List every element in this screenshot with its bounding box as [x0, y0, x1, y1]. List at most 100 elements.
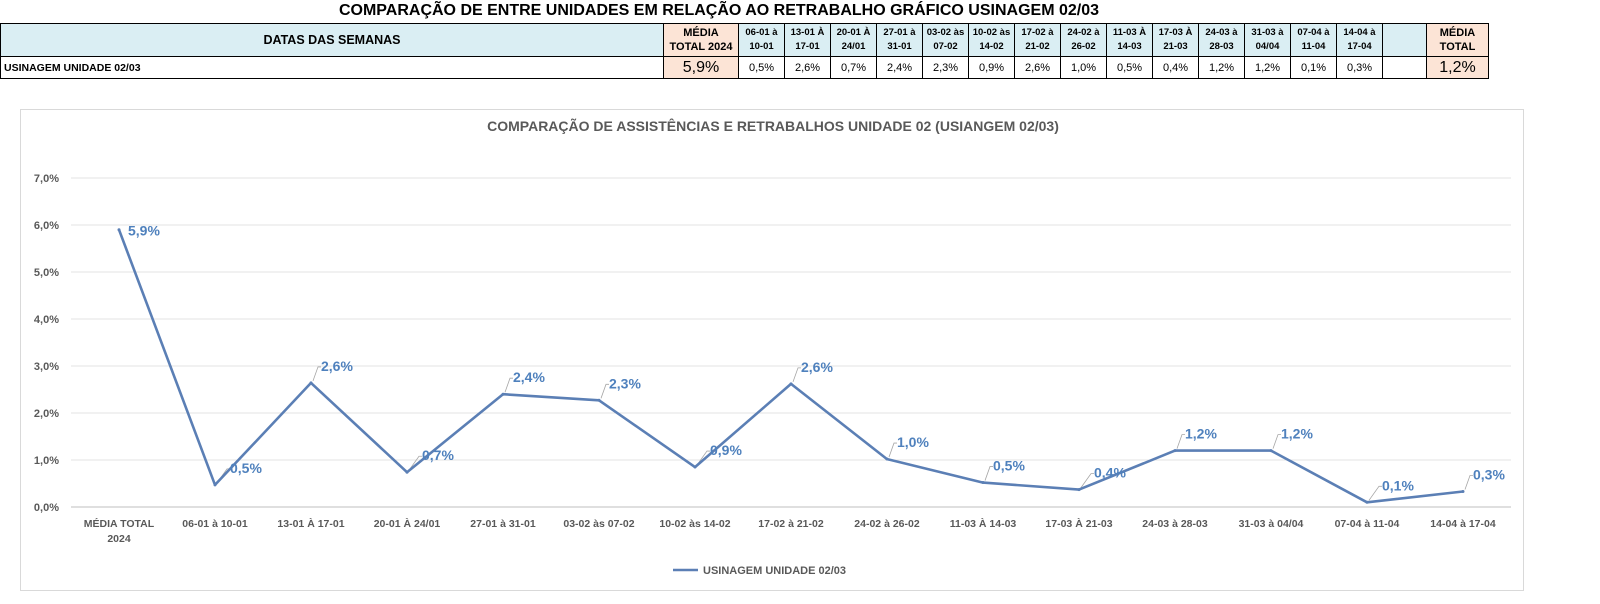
- week-header-3: 20-01 À 24/01: [830, 23, 877, 57]
- leader-line-14: [1464, 475, 1473, 490]
- summary-value-row: USINAGEM UNIDADE 02/03 5,9% 0,5% 2,6% 0,7% 2,…: [0, 56, 1489, 79]
- x-tick-label: 17-03 À 21-03: [1045, 517, 1112, 530]
- avg-total-value: 1,2%: [1426, 56, 1489, 79]
- week-value-8: 1,0%: [1060, 56, 1107, 79]
- data-point-14: [1461, 489, 1465, 493]
- week-value-6: 0,9%: [968, 56, 1015, 79]
- avg-2024-header: MÉDIA TOTAL 2024: [663, 23, 739, 57]
- data-point-7: [789, 382, 793, 386]
- leader-line-8: [888, 442, 897, 458]
- spacer-value: [1382, 56, 1427, 79]
- week-header-7: 17-02 à 21-02: [1014, 23, 1061, 57]
- y-tick-label: 0,0%: [34, 502, 59, 514]
- x-tick-label: 13-01 À 17-01: [277, 517, 344, 530]
- leader-line-5: [600, 383, 609, 399]
- line-chart: COMPARAÇÃO DE ASSISTÊNCIAS E RETRABALHOS…: [34, 117, 1511, 577]
- chart-title: COMPARAÇÃO DE ASSISTÊNCIAS E RETRABALHOS…: [487, 117, 1059, 134]
- x-tick-label: 24-02 à 26-02: [854, 518, 920, 530]
- week-header-6: 10-02 às 14-02: [968, 23, 1015, 57]
- spacer-header: [1382, 23, 1427, 57]
- week-header-4: 27-01 à 31-01: [876, 23, 923, 57]
- data-point-12: [1269, 449, 1273, 453]
- week-header-11: 24-03 à 28-03: [1198, 23, 1245, 57]
- week-value-3: 0,7%: [830, 56, 877, 79]
- data-point-10: [1077, 488, 1081, 492]
- week-header-9: 11-03 À 14-03: [1106, 23, 1153, 57]
- data-label-3: 0,7%: [422, 447, 454, 463]
- data-label-2: 2,6%: [321, 358, 353, 374]
- y-axis-ticks: 0,0% 1,0% 2,0% 3,0% 4,0% 5,0% 6,0% 7,0%: [34, 173, 59, 514]
- week-value-12: 1,2%: [1244, 56, 1291, 79]
- data-label-6: 0,9%: [710, 442, 742, 458]
- x-tick-label: MÉDIA TOTAL 2024: [84, 517, 155, 545]
- data-label-13: 0,1%: [1382, 477, 1414, 493]
- leader-line-7: [792, 367, 801, 382]
- week-header-12: 31-03 à 04/04: [1244, 23, 1291, 57]
- leader-line-3: [408, 455, 422, 471]
- week-value-2: 2,6%: [784, 56, 831, 79]
- x-axis-ticks: MÉDIA TOTAL 2024 06-01 à 10-01 13-01 À 17-0…: [84, 517, 1496, 545]
- data-point-3: [405, 470, 409, 474]
- avg-total-header: MÉDIA TOTAL: [1426, 23, 1489, 57]
- y-tick-label: 5,0%: [34, 267, 59, 279]
- x-tick-label: 24-03 à 28-03: [1142, 518, 1208, 530]
- week-value-4: 2,4%: [876, 56, 923, 79]
- x-tick-label: 17-02 à 21-02: [758, 518, 824, 530]
- leader-line-13: [1368, 485, 1382, 501]
- week-header-1: 06-01 à 10-01: [738, 23, 785, 57]
- gridlines: [71, 177, 1511, 508]
- leader-line-4: [504, 377, 513, 393]
- x-tick-label: 06-01 à 10-01: [182, 518, 248, 530]
- data-point-5: [597, 398, 601, 402]
- leader-line-9: [984, 466, 993, 481]
- data-label-4: 2,4%: [513, 369, 545, 385]
- leader-line-10: [1080, 473, 1094, 488]
- week-value-9: 0,5%: [1106, 56, 1153, 79]
- x-tick-label: 03-02 às 07-02: [563, 518, 634, 530]
- leader-line-11: [1176, 434, 1185, 449]
- y-tick-label: 7,0%: [34, 173, 59, 185]
- x-tick-label: 10-02 às 14-02: [659, 518, 730, 530]
- weeks-header-label: DATAS DAS SEMANAS: [0, 23, 664, 57]
- week-header-8: 24-02 à 26-02: [1060, 23, 1107, 57]
- data-point-9: [981, 481, 985, 485]
- data-label-0: 5,9%: [128, 223, 160, 239]
- x-tick-label: 11-03 À 14-03: [950, 517, 1017, 530]
- leader-line-6: [696, 450, 710, 466]
- x-tick-label: 27-01 à 31-01: [470, 518, 536, 530]
- week-value-13: 0,1%: [1290, 56, 1337, 79]
- week-header-10: 17-03 À 21-03: [1152, 23, 1199, 57]
- week-header-2: 13-01 À 17-01: [784, 23, 831, 57]
- data-label-10: 0,4%: [1094, 465, 1126, 481]
- y-tick-label: 2,0%: [34, 408, 59, 420]
- data-label-14: 0,3%: [1473, 466, 1505, 482]
- week-value-11: 1,2%: [1198, 56, 1245, 79]
- data-label-1: 0,5%: [230, 460, 262, 476]
- data-point-4: [501, 392, 505, 396]
- y-tick-label: 4,0%: [34, 314, 59, 326]
- data-point-13: [1365, 500, 1369, 504]
- leader-line-2: [312, 366, 321, 382]
- data-points: [117, 228, 1465, 504]
- data-label-9: 0,5%: [993, 458, 1025, 474]
- week-value-10: 0,4%: [1152, 56, 1199, 79]
- row-label: USINAGEM UNIDADE 02/03: [0, 56, 664, 79]
- week-value-1: 0,5%: [738, 56, 785, 79]
- week-header-5: 03-02 às 07-02: [922, 23, 969, 57]
- legend: USINAGEM UNIDADE 02/03: [673, 565, 846, 577]
- chart-area: COMPARAÇÃO DE ASSISTÊNCIAS E RETRABALHOS…: [20, 109, 1524, 591]
- label-leader-lines: [216, 366, 1473, 501]
- data-label-8: 1,0%: [897, 434, 929, 450]
- week-value-5: 2,3%: [922, 56, 969, 79]
- data-label-11: 1,2%: [1185, 426, 1217, 442]
- leader-line-12: [1272, 434, 1281, 449]
- y-tick-label: 6,0%: [34, 220, 59, 232]
- data-point-1: [213, 483, 217, 487]
- avg-2024-value: 5,9%: [663, 56, 739, 79]
- sheet-title: COMPARAÇÃO DE ENTRE UNIDADES EM RELAÇÃO …: [338, 2, 1100, 19]
- x-tick-label: 07-04 à 11-04: [1335, 518, 1400, 530]
- data-point-2: [309, 381, 313, 385]
- week-header-13: 07-04 à 11-04: [1290, 23, 1337, 57]
